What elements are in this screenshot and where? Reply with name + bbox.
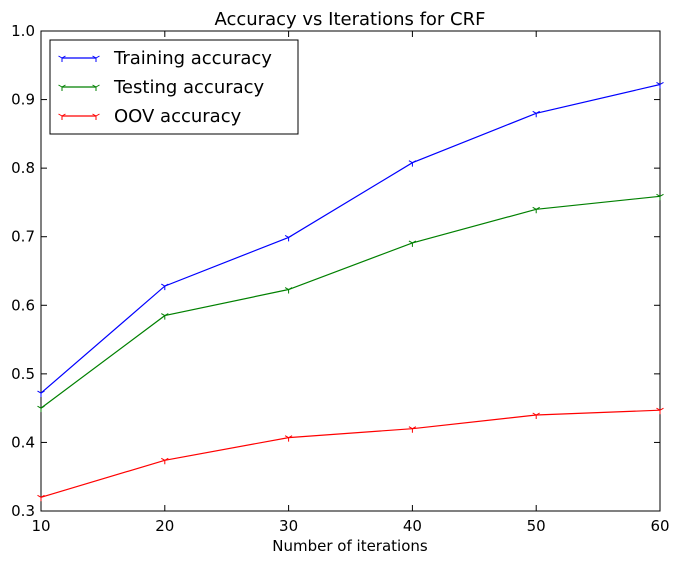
legend-label-1: Training accuracy xyxy=(113,48,272,69)
data-point-s2-5 xyxy=(532,206,540,214)
series-line-3 xyxy=(40,409,661,498)
data-point-s1-4 xyxy=(408,160,417,167)
chart-title: Accuracy vs Iterations for CRF xyxy=(214,9,485,30)
x-tick-label: 50 xyxy=(527,517,546,535)
x-tick-label: 30 xyxy=(279,517,298,535)
data-point-s2-1 xyxy=(37,405,45,413)
data-point-s1-6 xyxy=(656,82,664,89)
data-point-s1-2 xyxy=(161,283,169,291)
plot-frame xyxy=(40,30,661,512)
data-point-s2-4 xyxy=(408,240,417,247)
data-point-s2-6 xyxy=(656,193,664,201)
data-point-s1-3 xyxy=(284,234,293,242)
y-tick-label: 1.0 xyxy=(11,22,35,40)
data-point-s1-1 xyxy=(37,390,45,398)
x-tick-label: 10 xyxy=(31,517,50,535)
legend-label-3: OOV accuracy xyxy=(114,106,242,127)
data-point-s3-5 xyxy=(532,412,540,419)
y-tick-label: 0.9 xyxy=(11,91,35,109)
y-tick-label: 0.4 xyxy=(11,433,35,451)
y-tick-label: 0.7 xyxy=(11,228,35,246)
legend-marker xyxy=(58,113,66,120)
series-line-2 xyxy=(40,195,661,409)
legend-marker xyxy=(92,113,100,120)
series-lines xyxy=(37,82,664,502)
y-tick-label: 0.6 xyxy=(11,296,35,314)
data-point-s3-4 xyxy=(408,426,417,433)
data-point-s3-3 xyxy=(284,435,293,442)
x-axis-label: Number of iterations xyxy=(272,537,428,555)
data-point-s1-5 xyxy=(532,110,540,118)
data-point-s3-1 xyxy=(37,494,45,502)
series-line-1 xyxy=(40,83,661,394)
legend-marker xyxy=(58,84,66,91)
x-tick-label: 60 xyxy=(650,517,669,535)
data-point-s2-3 xyxy=(284,287,293,294)
y-tick-label: 0.5 xyxy=(11,365,35,383)
x-tick-label: 20 xyxy=(155,517,174,535)
data-point-s3-2 xyxy=(161,457,169,465)
legend-marker xyxy=(58,55,66,62)
legend-marker xyxy=(92,84,100,91)
legend-label-2: Testing accuracy xyxy=(113,77,265,98)
axes: 10 20 30 40 50 60 0.3 0.4 0.5 0.6 0.7 0.8 0.9 1.0 xyxy=(11,22,669,535)
legend: Training accuracy Testing accuracy OOV acc… xyxy=(49,39,299,135)
y-tick-label: 0.8 xyxy=(11,159,35,177)
legend-marker xyxy=(92,55,100,62)
data-point-s3-6 xyxy=(656,407,664,415)
y-tick-label: 0.3 xyxy=(11,502,35,520)
data-point-s2-2 xyxy=(161,313,169,320)
x-tick-label: 40 xyxy=(403,517,422,535)
